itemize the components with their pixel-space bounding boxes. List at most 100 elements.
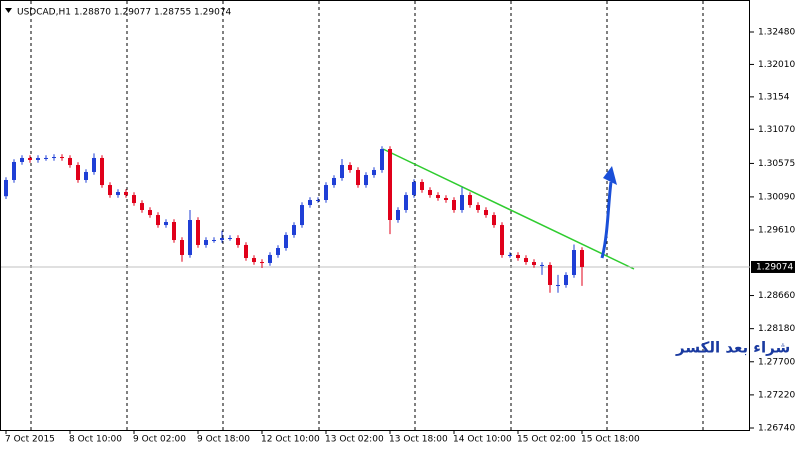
- candle-body: [36, 157, 40, 160]
- x-tick-label: 7 Oct 2015: [5, 435, 55, 445]
- candle-body: [108, 185, 112, 196]
- x-tick-label: 15 Oct 02:00: [517, 435, 576, 445]
- y-tick-label: 1.27220: [758, 390, 795, 400]
- y-tick-label: 1.3154: [758, 92, 790, 102]
- current-price-box: [751, 260, 795, 273]
- candle-body: [292, 225, 296, 235]
- x-tick-label: 14 Oct 10:00: [453, 435, 512, 445]
- trend-line: [382, 148, 635, 270]
- candle-body: [556, 284, 560, 286]
- candle-body: [76, 165, 80, 180]
- candle-body: [12, 161, 16, 180]
- y-tick-label: 1.32010: [758, 60, 795, 70]
- candle-body: [500, 225, 504, 255]
- candle-body: [204, 240, 208, 245]
- candle-body: [444, 197, 448, 200]
- candle-body: [572, 250, 576, 275]
- candle-body: [148, 209, 152, 216]
- y-tick-label: 1.27700: [758, 357, 795, 367]
- candle-body: [436, 195, 440, 198]
- candle-body: [372, 169, 376, 176]
- candle-body: [476, 205, 480, 210]
- y-tick-label: 1.29610: [758, 226, 795, 236]
- candle-body: [236, 238, 240, 245]
- candle-body: [380, 149, 384, 170]
- arrow: [600, 181, 613, 259]
- candle-body: [388, 149, 392, 221]
- day-separators: [30, 1, 704, 430]
- candle-body: [124, 191, 128, 196]
- candle-body: [92, 157, 96, 172]
- candle-body: [348, 165, 352, 170]
- candle-body: [180, 240, 184, 255]
- candle-body: [492, 215, 496, 226]
- annotation: شراء بعد الكسر: [675, 339, 790, 357]
- candle-body: [132, 195, 136, 204]
- candle-body: [284, 234, 288, 249]
- candle-body: [356, 169, 360, 186]
- candle-body: [20, 157, 24, 162]
- y-tick-label: 1.32480: [758, 28, 795, 38]
- y-tick-label: 1.26740: [758, 423, 795, 433]
- candle-body: [300, 205, 304, 226]
- x-tick-label: 9 Oct 02:00: [133, 435, 186, 445]
- candle-body: [420, 181, 424, 190]
- y-tick-label: 1.28180: [758, 324, 795, 334]
- candle-body: [28, 157, 32, 160]
- candle-body: [100, 157, 104, 186]
- candle-body: [428, 189, 432, 196]
- candle-body: [68, 157, 72, 166]
- x-tick-label: 9 Oct 18:00: [197, 435, 250, 445]
- candle-body: [396, 209, 400, 221]
- plot-frame: [0, 0, 750, 431]
- current-price-label: 1.29074: [756, 262, 793, 272]
- x-tick-label: 13 Oct 18:00: [389, 435, 448, 445]
- candle-body: [324, 185, 328, 200]
- candle-body: [140, 203, 144, 210]
- candle-body: [268, 254, 272, 263]
- candle-body: [260, 262, 264, 264]
- x-tick-label: 15 Oct 18:00: [581, 435, 640, 445]
- candle-body: [116, 191, 120, 196]
- candle-body: [228, 238, 232, 240]
- candle-body: [340, 165, 344, 178]
- candle-body: [412, 181, 416, 196]
- candle-body: [4, 179, 8, 197]
- arrow-head: [603, 166, 617, 185]
- candle-body: [196, 220, 200, 245]
- candle-body: [156, 215, 160, 226]
- candle-body: [468, 195, 472, 206]
- y-tick-label: 1.30090: [758, 192, 795, 202]
- candle-body: [52, 157, 56, 159]
- y-tick-label: 1.30575: [758, 159, 795, 169]
- candle-body: [60, 157, 64, 159]
- candle-body: [84, 171, 88, 180]
- x-tick-label: 12 Oct 10:00: [261, 435, 320, 445]
- x-tick-label: 8 Oct 10:00: [69, 435, 122, 445]
- candle-body: [452, 199, 456, 210]
- x-tick-label: 13 Oct 02:00: [325, 435, 384, 445]
- candle-body: [316, 199, 320, 201]
- candle-body: [220, 238, 224, 241]
- candle-body: [164, 222, 168, 226]
- y-tick-label: 1.28660: [758, 291, 795, 301]
- candle-body: [244, 244, 248, 259]
- candle-body: [484, 209, 488, 216]
- candle-body: [404, 195, 408, 210]
- candle-body: [540, 264, 544, 266]
- chart-title: USDCAD,H1 1.28870 1.29077 1.28755 1.2907…: [17, 8, 232, 18]
- candle-body: [580, 250, 584, 267]
- candle-body: [460, 195, 464, 210]
- candle-body: [564, 274, 568, 285]
- candle-body: [548, 264, 552, 285]
- candle-body: [308, 199, 312, 206]
- y-tick-label: 1.31070: [758, 125, 795, 135]
- candle-body: [508, 254, 512, 256]
- candle-body: [188, 220, 192, 255]
- candle-body: [532, 262, 536, 265]
- dropdown-icon: [5, 8, 12, 13]
- candle-body: [212, 240, 216, 242]
- candle-body: [516, 254, 520, 259]
- candle-body: [364, 175, 368, 186]
